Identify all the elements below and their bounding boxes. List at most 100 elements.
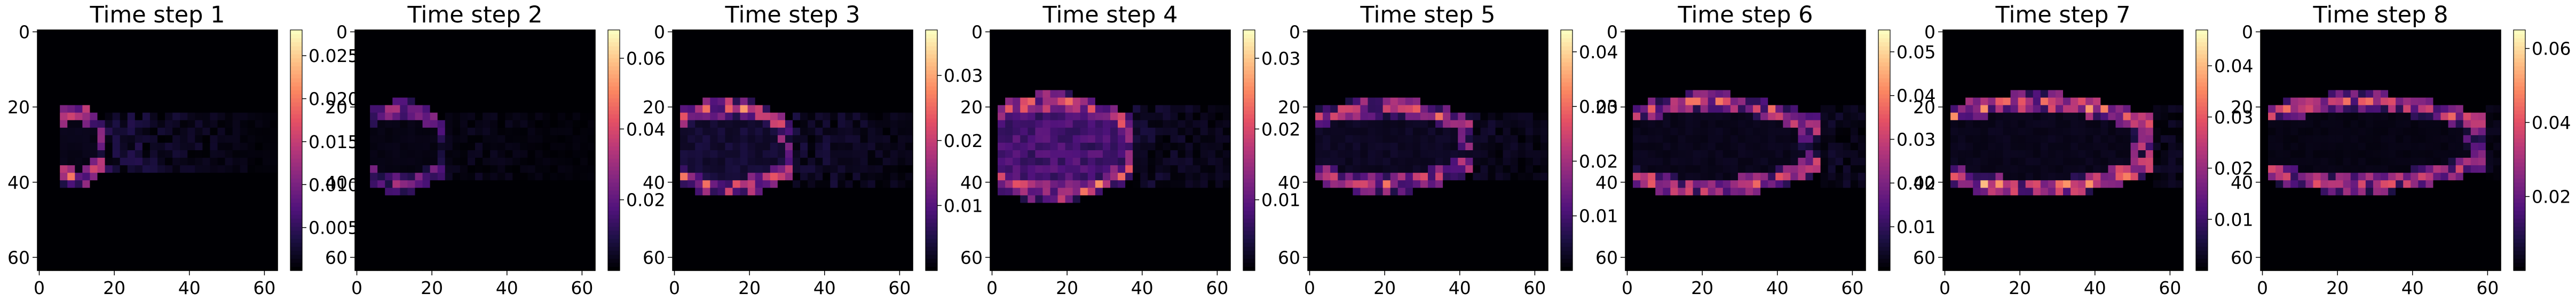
- heatmap-cell: [808, 263, 816, 271]
- heatmap-cell: [415, 188, 423, 196]
- heatmap-cell: [135, 225, 143, 234]
- colorbar-segment: [290, 250, 302, 255]
- heatmap-cell: [1443, 45, 1451, 53]
- heatmap-cell: [837, 67, 846, 75]
- heatmap-cell: [1118, 45, 1126, 53]
- heatmap-cell: [837, 135, 846, 143]
- heatmap-cell: [467, 188, 476, 196]
- heatmap-cell: [998, 165, 1006, 173]
- heatmap-cell: [1525, 82, 1534, 91]
- heatmap-cell: [490, 233, 498, 241]
- heatmap-cell: [882, 180, 891, 188]
- heatmap-cell: [475, 165, 483, 173]
- heatmap-cell: [1178, 60, 1186, 68]
- heatmap-cell: [688, 150, 696, 158]
- heatmap-cell: [673, 45, 681, 53]
- heatmap-cell: [437, 127, 446, 136]
- heatmap-cell: [407, 210, 416, 219]
- heatmap-cell: [232, 173, 241, 181]
- heatmap-cell: [1163, 263, 1171, 271]
- heatmap-cell: [1215, 150, 1223, 158]
- heatmap-cell: [165, 173, 173, 181]
- heatmap-cell: [793, 255, 801, 264]
- heatmap-cell: [142, 105, 151, 113]
- heatmap-cell: [1443, 97, 1451, 106]
- heatmap-cell: [202, 210, 211, 219]
- heatmap-cell: [1185, 75, 1194, 83]
- heatmap-cell: [565, 225, 573, 234]
- heatmap-cell: [165, 195, 173, 204]
- heatmap-cell: [587, 97, 596, 106]
- heatmap-cell: [1375, 135, 1384, 143]
- heatmap-cell: [1428, 37, 1436, 45]
- heatmap-cell: [890, 52, 898, 60]
- heatmap-cell: [105, 142, 113, 151]
- heatmap-cell: [370, 90, 378, 98]
- heatmap-cell: [837, 142, 846, 151]
- heatmap-cell: [852, 127, 861, 136]
- heatmap-cell: [37, 120, 45, 128]
- heatmap-cell: [60, 263, 68, 271]
- heatmap-cell: [755, 165, 763, 173]
- colorbar-segment: [926, 186, 937, 191]
- heatmap-cell: [1308, 105, 1316, 113]
- heatmap-cell: [370, 188, 378, 196]
- heatmap-cell: [475, 203, 483, 211]
- heatmap-cell: [1005, 52, 1013, 60]
- heatmap-cell: [355, 67, 363, 75]
- heatmap-cell: [800, 210, 808, 219]
- heatmap-cell: [747, 82, 756, 91]
- heatmap-cell: [875, 240, 883, 249]
- heatmap-cell: [702, 60, 710, 68]
- heatmap-cell: [747, 52, 756, 60]
- heatmap-cell: [217, 120, 226, 128]
- heatmap-cell: [400, 165, 408, 173]
- heatmap-cell: [785, 218, 793, 226]
- heatmap-cell: [1488, 60, 1496, 68]
- heatmap-cell: [800, 255, 808, 264]
- heatmap-cell: [1118, 127, 1126, 136]
- heatmap-cell: [785, 67, 793, 75]
- heatmap-cell: [210, 45, 218, 53]
- heatmap-cell: [240, 30, 248, 38]
- y-tick-label: 60: [960, 247, 983, 268]
- heatmap-cell: [180, 263, 188, 271]
- heatmap-cell: [695, 97, 703, 106]
- heatmap-cell: [240, 97, 248, 106]
- heatmap-cell: [740, 165, 748, 173]
- heatmap-cell: [845, 188, 854, 196]
- heatmap-cell: [882, 150, 891, 158]
- heatmap-cell: [490, 195, 498, 204]
- heatmap-cell: [385, 127, 393, 136]
- heatmap-cell: [587, 90, 596, 98]
- heatmap-cell: [467, 165, 476, 173]
- heatmap-cell: [815, 30, 823, 38]
- heatmap-cell: [1405, 37, 1413, 45]
- heatmap-cell: [520, 263, 528, 271]
- heatmap-cell: [1192, 90, 1201, 98]
- heatmap-cell: [362, 248, 370, 256]
- heatmap-cell: [1412, 120, 1421, 128]
- heatmap-cell: [1428, 127, 1436, 136]
- heatmap-cell: [770, 240, 778, 249]
- heatmap-cell: [747, 60, 756, 68]
- heatmap-cell: [180, 75, 188, 83]
- heatmap-cell: [1185, 135, 1194, 143]
- heatmap-cell: [815, 97, 823, 106]
- heatmap-cell: [1222, 112, 1231, 121]
- heatmap-cell: [1465, 127, 1473, 136]
- heatmap-cell: [1465, 60, 1473, 68]
- heatmap-cell: [355, 75, 363, 83]
- heatmap-cell: [557, 67, 566, 75]
- heatmap-cell: [1148, 165, 1156, 173]
- heatmap-cell: [1222, 203, 1231, 211]
- heatmap-cell: [362, 120, 370, 128]
- heatmap-cell: [1133, 263, 1141, 271]
- heatmap-cell: [688, 165, 696, 173]
- heatmap-cell: [1148, 180, 1156, 188]
- colorbar-segment: [608, 186, 620, 191]
- heatmap-cell: [815, 158, 823, 166]
- heatmap-cell: [1510, 67, 1519, 75]
- heatmap-cell: [673, 188, 681, 196]
- heatmap-cell: [247, 82, 256, 91]
